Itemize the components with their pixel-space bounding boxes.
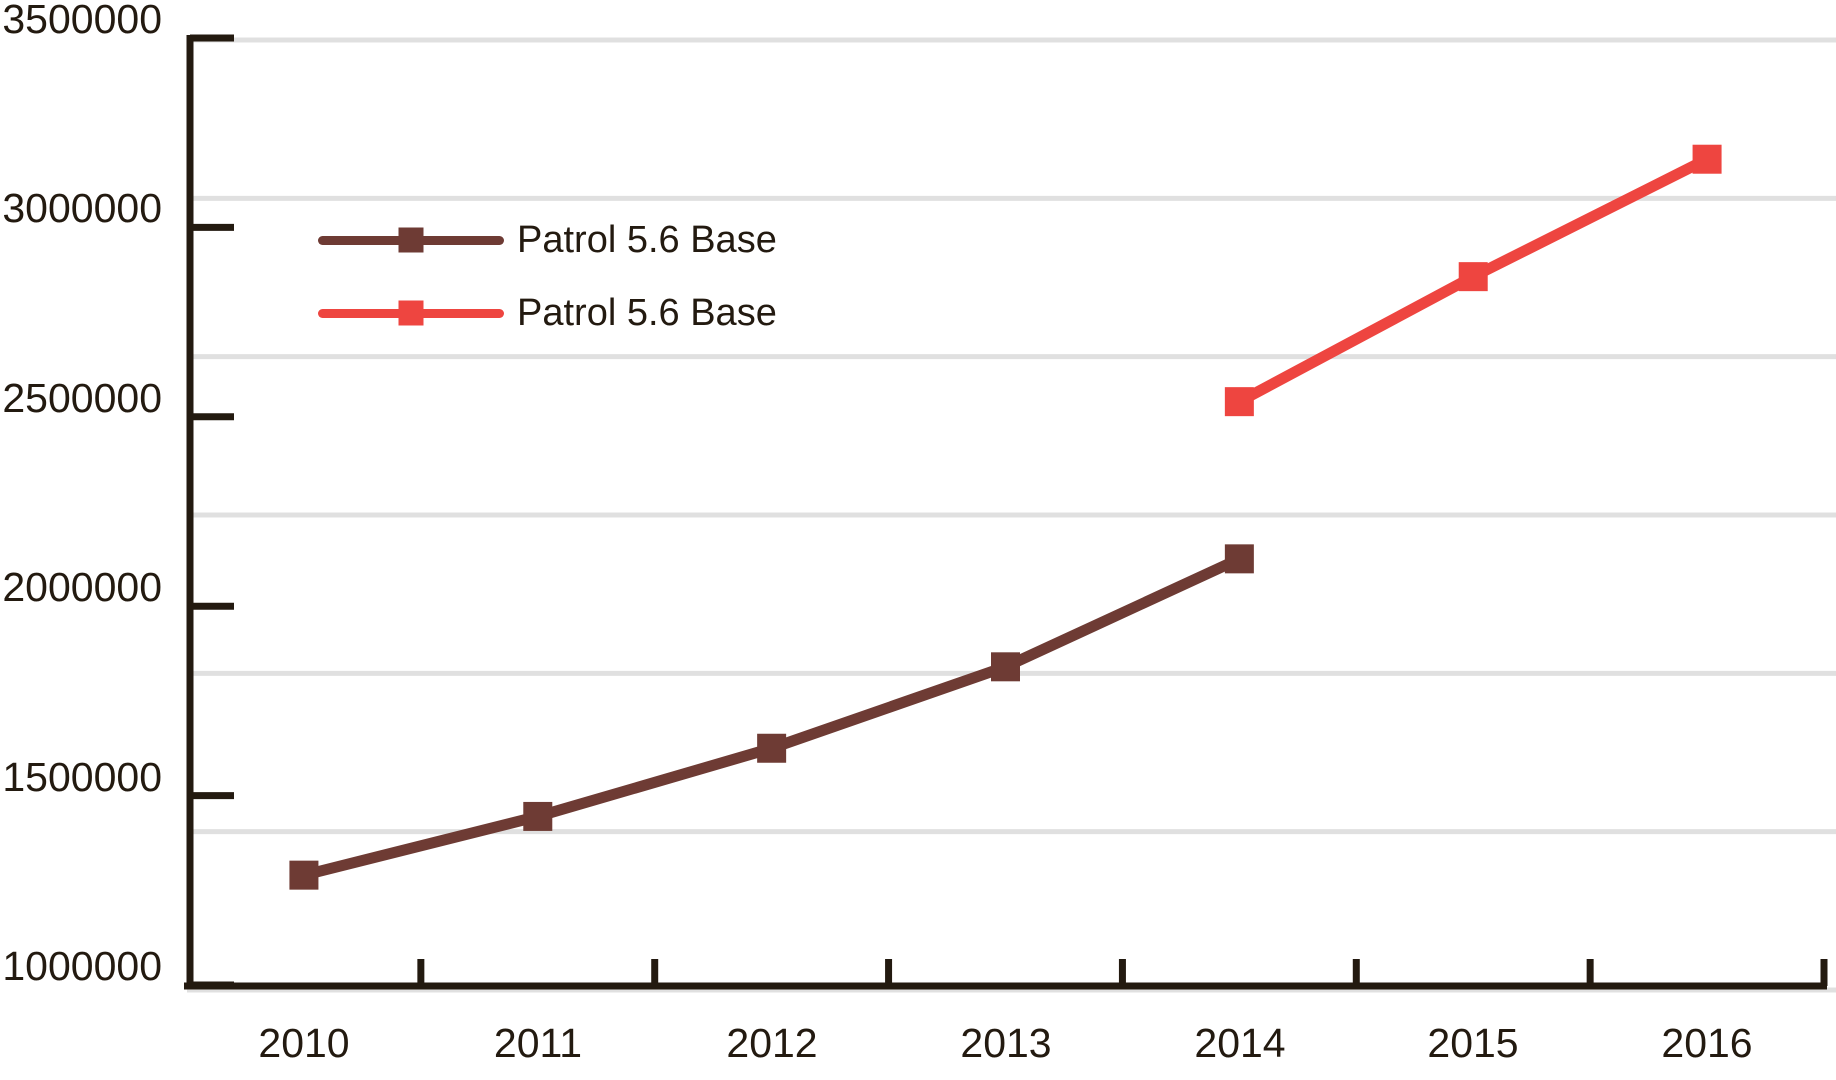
- data-point-marker: [1692, 144, 1722, 174]
- legend-item: Patrol 5.6 Base: [318, 216, 777, 264]
- legend-label: Patrol 5.6 Base: [517, 292, 777, 334]
- x-tick-label: 2011: [493, 1020, 583, 1066]
- y-tick-label: 3500000: [2, 0, 162, 42]
- y-tick-label: 1000000: [2, 943, 162, 989]
- y-tick-label: 3000000: [2, 185, 162, 231]
- legend-label: Patrol 5.6 Base: [517, 219, 777, 261]
- legend-line-swatch: [318, 300, 504, 326]
- data-point-marker: [1224, 387, 1254, 417]
- series-line-0: [298, 553, 1245, 881]
- data-point-marker: [1458, 262, 1488, 292]
- x-tick-label: 2013: [960, 1020, 1052, 1066]
- legend-square-marker-icon: [398, 227, 424, 253]
- y-tick-label: 2500000: [2, 375, 162, 421]
- legend-line-swatch: [318, 227, 504, 253]
- legend: Patrol 5.6 Base Patrol 5.6 Base: [318, 216, 777, 337]
- x-tick-label: 2010: [258, 1020, 350, 1066]
- data-point-marker: [991, 652, 1020, 682]
- legend-square-marker-icon: [398, 300, 424, 326]
- y-tick-label: 2000000: [2, 564, 162, 610]
- data-point-marker: [289, 860, 319, 890]
- x-tick-label: 2015: [1427, 1020, 1519, 1066]
- x-tick-label: 2012: [726, 1020, 818, 1066]
- data-point-marker: [1224, 544, 1254, 574]
- legend-item: Patrol 5.6 Base: [318, 289, 777, 337]
- x-tick-label: 2016: [1661, 1020, 1753, 1066]
- y-tick-label: 1500000: [2, 754, 162, 800]
- x-tick-label: 2014: [1194, 1020, 1286, 1066]
- data-point-marker: [757, 733, 787, 763]
- data-point-marker: [523, 801, 553, 831]
